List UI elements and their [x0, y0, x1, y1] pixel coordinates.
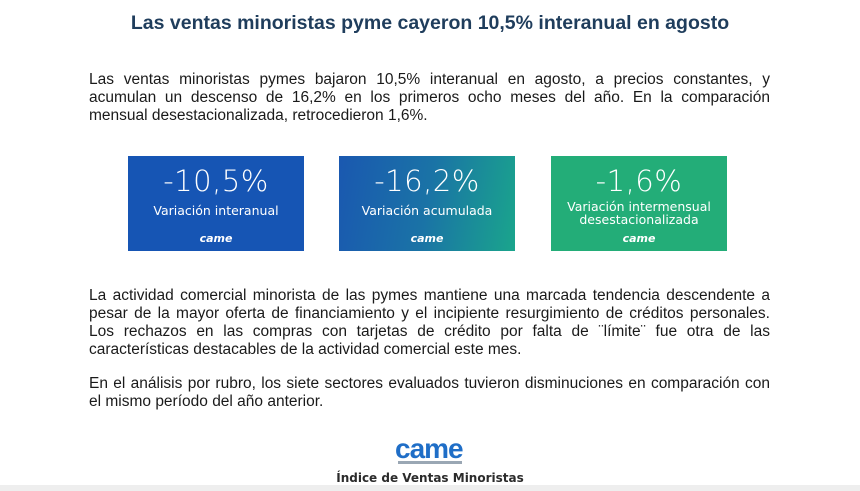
- activity-paragraph: La actividad comercial minorista de las …: [89, 287, 770, 358]
- sectors-paragraph: En el análisis por rubro, los siete sect…: [89, 375, 770, 410]
- stat-card-acumulada: -16,2% Variación acumulada came: [339, 156, 515, 251]
- came-logo-icon: came: [622, 232, 656, 245]
- logo-tagline-bar: [398, 461, 462, 464]
- stat-label: Variación intermensual desestacionalizad…: [567, 199, 711, 227]
- stat-card-interanual: -10,5% Variación interanual came: [128, 156, 304, 251]
- bottom-divider: [0, 485, 860, 491]
- came-logo-icon: came: [199, 232, 233, 245]
- stat-value: -16,2%: [374, 164, 480, 198]
- came-logo-icon: came: [410, 232, 444, 245]
- intro-paragraph: Las ventas minoristas pymes bajaron 10,5…: [89, 71, 770, 124]
- stat-card-intermensual: -1,6% Variación intermensual desestacion…: [551, 156, 727, 251]
- page-title: Las ventas minoristas pyme cayeron 10,5%…: [130, 12, 730, 34]
- stat-value: -1,6%: [595, 164, 683, 198]
- stat-label: Variación interanual: [153, 203, 279, 218]
- came-logo: came: [395, 433, 464, 464]
- footer-caption: Índice de Ventas Minoristas: [336, 471, 524, 485]
- stat-value: -10,5%: [163, 164, 269, 198]
- stat-label: Variación acumulada: [361, 203, 493, 218]
